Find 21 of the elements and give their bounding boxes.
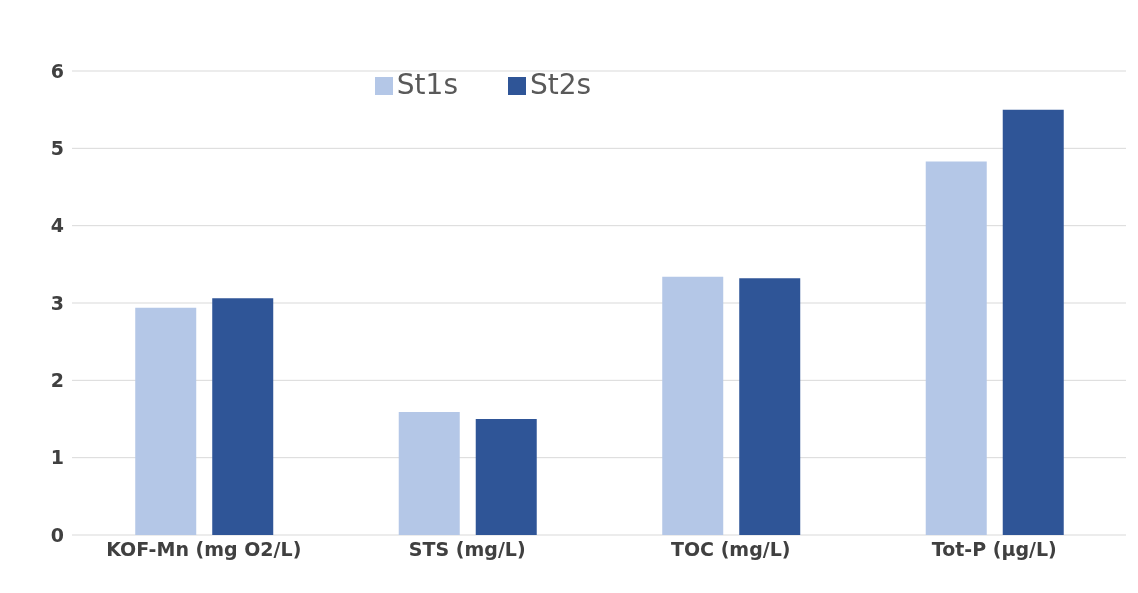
bar [662, 276, 724, 535]
x-tick-label: STS (mg/L) [408, 538, 526, 561]
y-tick-label: 0 [50, 523, 64, 546]
y-tick-label: 4 [50, 214, 64, 237]
bar [135, 307, 197, 535]
y-tick-label: 6 [50, 59, 64, 82]
y-tick-label: 1 [50, 446, 64, 469]
bar [475, 419, 537, 535]
x-tick-label: KOF-Mn (mg O2/L) [106, 538, 302, 561]
bar [739, 278, 801, 535]
x-tick-label: Tot-P (µg/L) [931, 538, 1057, 561]
legend-label: St1s [396, 68, 458, 101]
bar [398, 412, 460, 535]
legend-label: St2s [530, 68, 592, 101]
bar [925, 161, 987, 535]
y-tick-label: 5 [50, 137, 64, 160]
bar [212, 298, 274, 535]
x-tick-label: TOC (mg/L) [671, 538, 791, 561]
bar [1002, 109, 1064, 535]
y-tick-label: 2 [50, 369, 64, 392]
y-tick-label: 3 [50, 291, 64, 314]
